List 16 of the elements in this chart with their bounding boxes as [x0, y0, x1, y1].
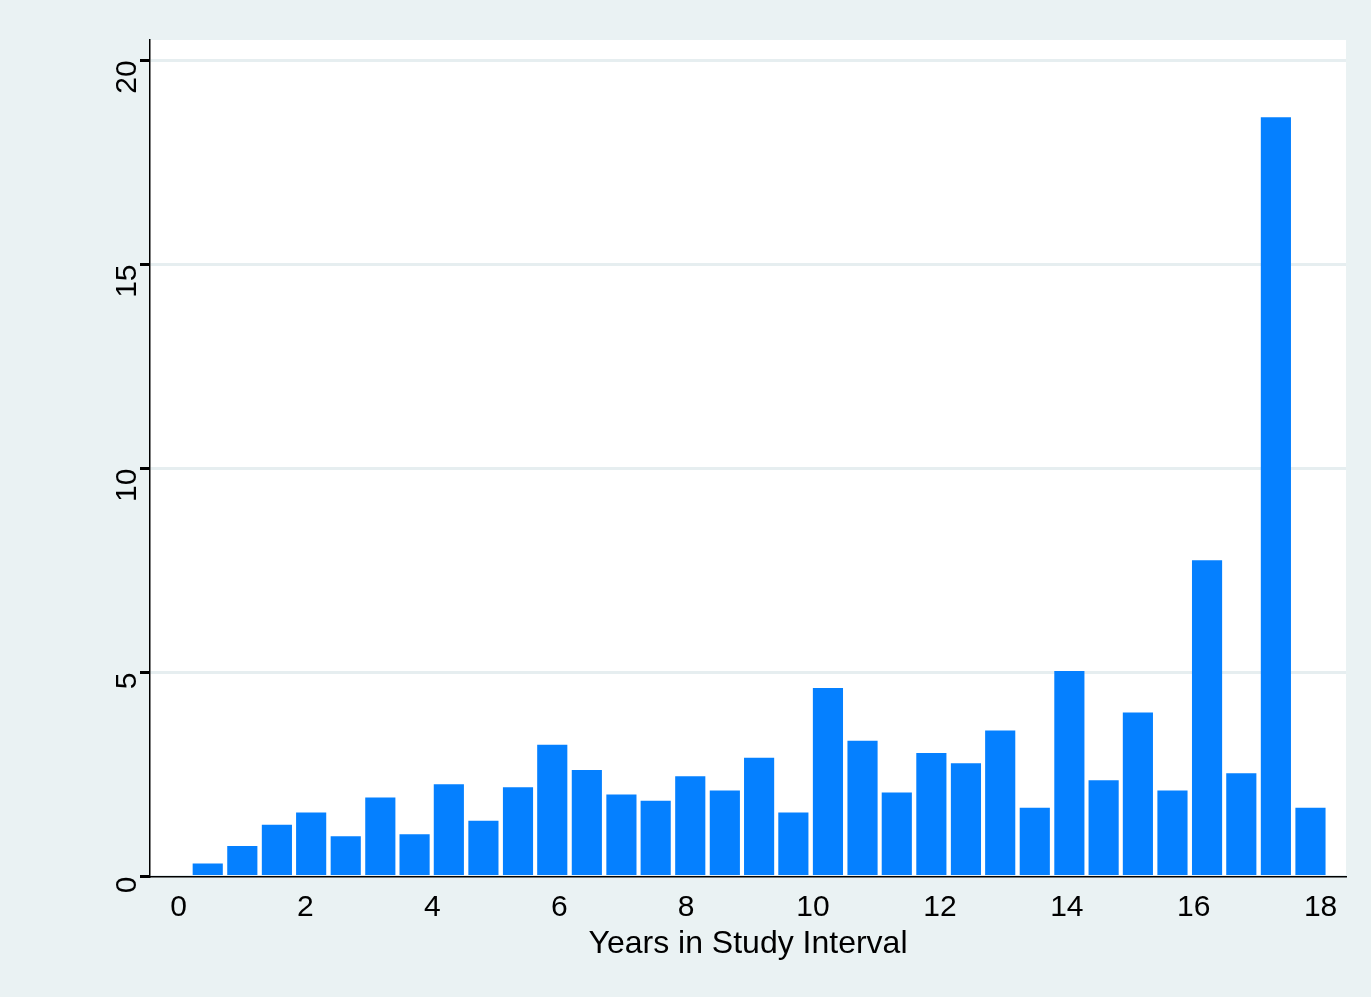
y-tick-label: 5: [109, 672, 143, 690]
y-tick-label: 20: [109, 60, 143, 94]
x-tick-label: 4: [424, 888, 441, 922]
x-tick-label: 10: [796, 888, 830, 922]
y-tick-label: 15: [109, 264, 143, 298]
y-tick-label: 0: [109, 876, 143, 894]
y-tick-label: 10: [109, 468, 143, 502]
x-tick-label: 8: [677, 888, 695, 922]
x-tick-label: 6: [550, 888, 568, 922]
x-tick-label: 18: [1303, 888, 1338, 922]
x-tick-label: 14: [1050, 888, 1084, 922]
x-tick-label: 0: [170, 888, 187, 922]
x-tick-label: 2: [297, 888, 314, 922]
x-tick-label: 16: [1177, 888, 1211, 922]
x-axis-title: Years in Study Interval: [588, 923, 908, 960]
x-tick-label: 12: [923, 888, 957, 922]
